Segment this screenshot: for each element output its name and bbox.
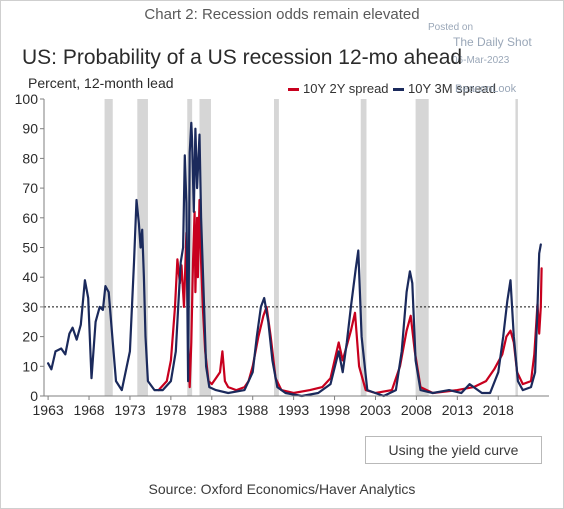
recession-band-0 bbox=[104, 99, 113, 396]
y-axis-unit: Percent, 12-month lead bbox=[28, 75, 174, 91]
y-tick-label: 50 bbox=[22, 240, 38, 256]
y-tick-label: 80 bbox=[22, 150, 38, 166]
recession-band-3 bbox=[199, 99, 211, 396]
legend-item-10y2y: 10Y 2Y spread bbox=[288, 81, 389, 96]
x-tick-label: 2013 bbox=[442, 402, 473, 418]
recession-band-6 bbox=[415, 99, 429, 396]
x-tick-label: 1988 bbox=[237, 402, 268, 418]
y-tick-label: 60 bbox=[22, 210, 38, 226]
y-tick-label: 100 bbox=[15, 91, 39, 107]
x-tick-label: 1983 bbox=[196, 402, 227, 418]
x-tick-label: 1993 bbox=[278, 402, 309, 418]
series-line-10y3m bbox=[47, 121, 542, 398]
series-line-10y2y bbox=[157, 198, 543, 395]
y-tick-label: 70 bbox=[22, 180, 38, 196]
y-tick-label: 40 bbox=[22, 269, 38, 285]
watermark-posted: Posted on bbox=[428, 22, 474, 33]
x-tick-label: 1978 bbox=[155, 402, 186, 418]
watermark-date: 06-Mar-2023 bbox=[452, 55, 510, 66]
y-tick-label: 10 bbox=[22, 358, 38, 374]
legend-swatch-10y2y bbox=[288, 88, 299, 92]
axes: 0 10 20 30 40 50 60 70 80 90 100 1963 1968 1973 1978 19… bbox=[15, 91, 549, 418]
x-tick-label: 1973 bbox=[114, 402, 145, 418]
x-tick-label: 1968 bbox=[73, 402, 104, 418]
x-tick-label: 1998 bbox=[319, 402, 350, 418]
recession-band-4 bbox=[273, 99, 279, 396]
y-tick-label: 0 bbox=[30, 388, 38, 404]
watermark-source: The Daily Shot bbox=[453, 35, 532, 49]
x-tick-label: 1963 bbox=[33, 402, 64, 418]
chart-caption: Chart 2: Recession odds remain elevated bbox=[144, 6, 420, 23]
plot-title: US: Probability of a US recession 12-mo … bbox=[22, 46, 463, 69]
legend-label-10y3m: 10Y 3M spread bbox=[408, 81, 496, 96]
y-tick-label: 30 bbox=[22, 299, 38, 315]
legend-item-10y3m: 10Y 3M spread bbox=[393, 81, 496, 96]
watermark-brand: BeaconLook bbox=[455, 83, 517, 95]
recession-band-7 bbox=[515, 99, 518, 396]
recession-bands bbox=[104, 99, 518, 396]
y-tick-label: 20 bbox=[22, 329, 38, 345]
series-lines bbox=[47, 121, 543, 398]
legend-label-10y2y: 10Y 2Y spread bbox=[303, 81, 389, 96]
y-tick-label: 90 bbox=[22, 121, 38, 137]
source-note: Source: Oxford Economics/Haver Analytics bbox=[148, 481, 416, 497]
legend-swatch-10y3m bbox=[393, 88, 404, 92]
recession-band-5 bbox=[360, 99, 367, 396]
x-tick-label: 2003 bbox=[360, 402, 391, 418]
x-tick-label: 2018 bbox=[483, 402, 514, 418]
x-tick-label: 2008 bbox=[401, 402, 432, 418]
yield-curve-button[interactable]: Using the yield curve bbox=[365, 436, 542, 464]
